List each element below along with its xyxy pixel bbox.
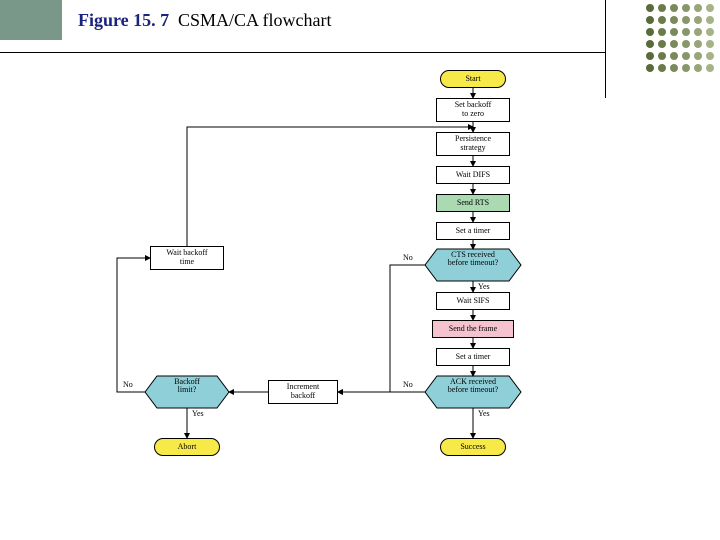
node-waitdifs: Wait DIFS (436, 166, 510, 184)
label-bl-yes: Yes (192, 409, 204, 418)
label-ack-yes: Yes (478, 409, 490, 418)
node-settimer2: Set a timer (436, 348, 510, 366)
node-start: Start (440, 70, 506, 88)
node-waitsifs: Wait SIFS (436, 292, 510, 310)
flowchart-edges (40, 70, 640, 540)
figure-label: Figure 15. 7 (78, 10, 169, 31)
label-cts-no: No (403, 253, 413, 262)
slide-root: Figure 15. 7 CSMA/CA flowchart Start Set … (0, 0, 720, 540)
node-sendframe: Send the frame (432, 320, 514, 338)
node-abort: Abort (154, 438, 220, 456)
figure-title: CSMA/CA flowchart (178, 10, 332, 31)
node-success: Success (440, 438, 506, 456)
node-backofflimit: Backofflimit? (145, 378, 229, 395)
node-sendrts: Send RTS (436, 194, 510, 212)
node-cts: CTS receivedbefore timeout? (425, 251, 521, 268)
node-waitbackoff: Wait backofftime (150, 246, 224, 270)
label-cts-yes: Yes (478, 282, 490, 291)
title-underline (0, 52, 605, 53)
label-bl-no: No (123, 380, 133, 389)
label-ack-no: No (403, 380, 413, 389)
node-settimer1: Set a timer (436, 222, 510, 240)
node-persistence: Persistencestrategy (436, 132, 510, 156)
node-ack: ACK receivedbefore timeout? (425, 378, 521, 395)
flowchart: Start Set backoffto zero Persistencestrate… (40, 70, 640, 540)
node-increment: Incrementbackoff (268, 380, 338, 404)
corner-dot-grid (646, 4, 714, 76)
node-setbackoff: Set backoffto zero (436, 98, 510, 122)
corner-decoration (0, 0, 62, 40)
